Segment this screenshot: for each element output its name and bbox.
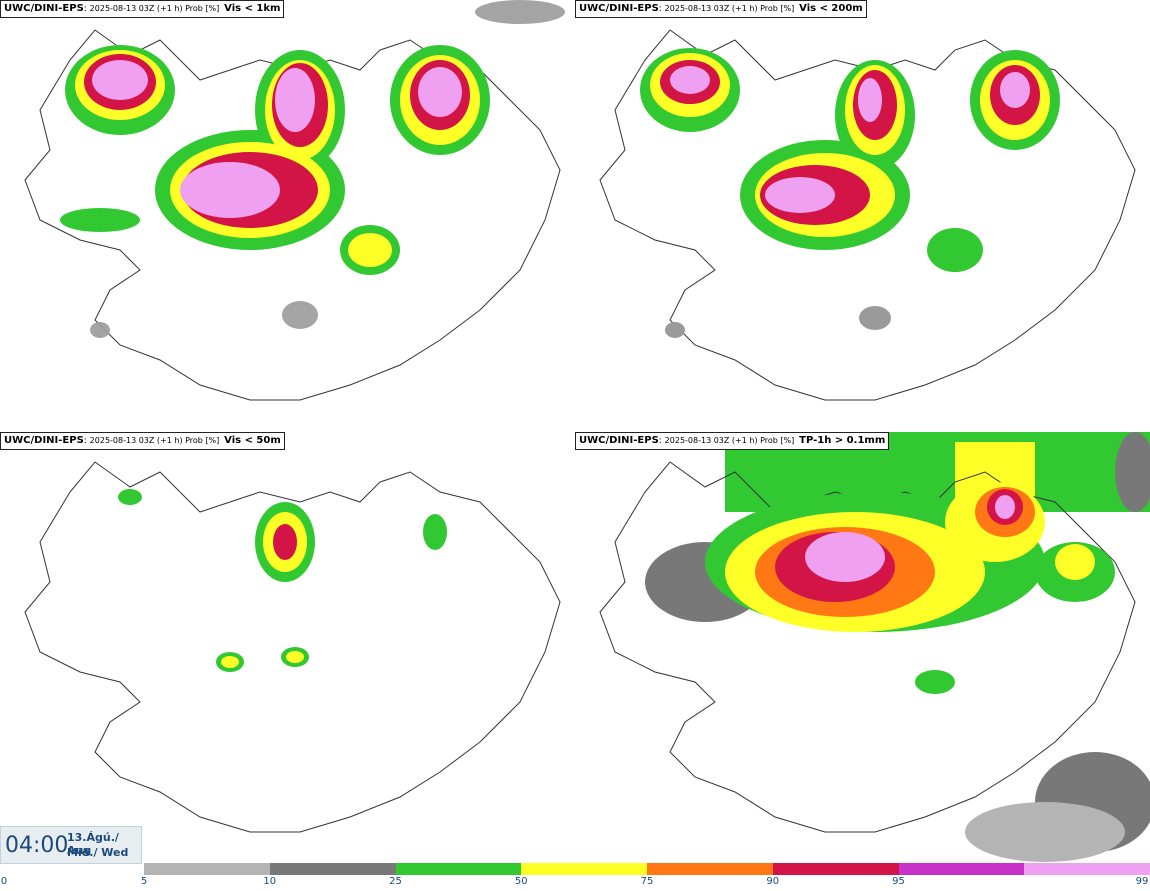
legend-tick-label: 0 <box>0 876 8 887</box>
valid-time: 04:00 <box>5 833 69 858</box>
map-panel-vis-200m: UWC/DINI-EPS: 2025-08-13 03Z (+1 h) Prob… <box>575 0 1150 432</box>
legend-tick-label: 5 <box>140 876 148 887</box>
legend-tick-label: 95 <box>892 876 905 887</box>
legend-swatch <box>647 863 773 875</box>
variable-label: Vis < 1km <box>224 3 281 14</box>
run-meta: 2025-08-13 03Z (+1 h) Prob [%] <box>664 436 795 445</box>
variable-label: Vis < 50m <box>224 435 281 446</box>
model-source: UWC/DINI-EPS <box>579 435 659 446</box>
legend-tick-label: 10 <box>263 876 277 887</box>
prob-field-gray <box>665 306 891 338</box>
map-panel-vis-1km: UWC/DINI-EPS: 2025-08-13 03Z (+1 h) Prob… <box>0 0 575 432</box>
legend-swatch <box>1024 863 1150 875</box>
prob-field-red <box>273 524 297 560</box>
model-source: UWC/DINI-EPS <box>4 3 84 14</box>
legend-tick-label: 25 <box>389 876 402 887</box>
legend-tick-label: 90 <box>766 876 780 887</box>
color-legend <box>144 863 1150 875</box>
prob-field-pink <box>805 495 1015 582</box>
panel-title: UWC/DINI-EPS: 2025-08-13 03Z (+1 h) Prob… <box>575 432 890 450</box>
legend-tick-label: 75 <box>640 876 654 887</box>
legend-swatch <box>269 863 396 875</box>
variable-label: TP-1h > 0.1mm <box>799 435 886 446</box>
legend-tick-label: 50 <box>514 876 528 887</box>
panel-title: UWC/DINI-EPS: 2025-08-13 03Z (+1 h) Prob… <box>0 0 285 18</box>
iceland-map <box>24 0 565 401</box>
prob-field-pink <box>670 66 1030 213</box>
iceland-map <box>599 432 1150 862</box>
prob-field-gray <box>90 0 565 338</box>
run-meta: 2025-08-13 03Z (+1 h) Prob [%] <box>664 4 795 13</box>
valid-time-box: 04:00 13.Ágú./ Aug Mið./ Wed <box>0 826 142 864</box>
legend-swatch <box>898 863 1025 875</box>
panel-title: UWC/DINI-EPS: 2025-08-13 03Z (+1 h) Prob… <box>0 432 285 450</box>
prob-field-lightgray <box>965 802 1125 862</box>
panel-title: UWC/DINI-EPS: 2025-08-13 03Z (+1 h) Prob… <box>575 0 867 18</box>
legend-swatch <box>521 863 647 875</box>
variable-label: Vis < 200m <box>799 3 863 14</box>
legend-tick-label: 99 <box>1135 876 1149 887</box>
model-source: UWC/DINI-EPS <box>579 3 659 14</box>
prob-field-pink <box>92 60 462 218</box>
legend-swatch <box>395 863 522 875</box>
legend-swatch <box>772 863 899 875</box>
legend-swatch <box>144 863 270 875</box>
map-panel-precip: UWC/DINI-EPS: 2025-08-13 03Z (+1 h) Prob… <box>575 432 1150 864</box>
model-source: UWC/DINI-EPS <box>4 435 84 446</box>
valid-date: 13.Ágú./ Aug <box>67 831 119 857</box>
iceland-map <box>599 29 1136 401</box>
run-meta: 2025-08-13 03Z (+1 h) Prob [%] <box>89 4 220 13</box>
map-panel-vis-50m: UWC/DINI-EPS: 2025-08-13 03Z (+1 h) Prob… <box>0 432 575 864</box>
run-meta: 2025-08-13 03Z (+1 h) Prob [%] <box>89 436 220 445</box>
iceland-map <box>24 461 561 833</box>
valid-weekday: Mið./ Wed <box>67 846 129 859</box>
